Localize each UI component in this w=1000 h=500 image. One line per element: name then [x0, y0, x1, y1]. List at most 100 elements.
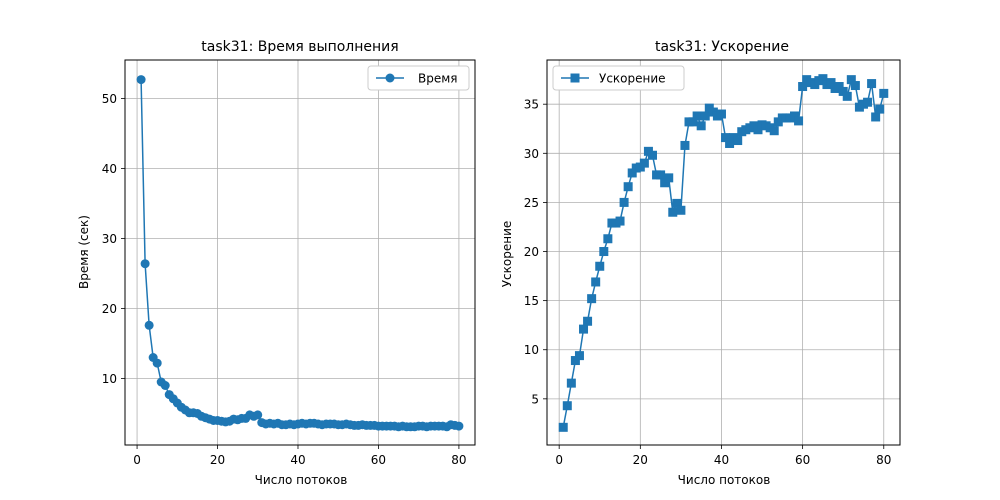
- speedup-data-point: [725, 138, 735, 148]
- speedup-data-point: [834, 82, 844, 92]
- speedup-data-point: [875, 104, 885, 114]
- speedup-data-point: [692, 111, 702, 121]
- speedup-data-point: [599, 247, 609, 257]
- speedup-data-point: [753, 125, 763, 135]
- time-data-point: [140, 259, 150, 269]
- time-xtick-label: 40: [290, 453, 305, 467]
- speedup-data-point: [680, 140, 690, 150]
- speedup-chart-xlabel: Число потоков: [678, 473, 771, 487]
- speedup-data-point: [579, 324, 589, 334]
- speedup-ytick-label: 10: [524, 343, 539, 357]
- time-ytick-label: 50: [102, 92, 117, 106]
- speedup-xtick-label: 40: [714, 453, 729, 467]
- speedup-xtick-label: 0: [555, 453, 563, 467]
- speedup-ytick-label: 25: [524, 196, 539, 210]
- speedup-data-point: [863, 97, 873, 107]
- speedup-data-point: [647, 150, 657, 160]
- time-ytick-label: 30: [102, 232, 117, 246]
- time-data-point: [144, 320, 154, 330]
- speedup-data-point: [879, 88, 889, 98]
- speedup-xtick-label: 60: [795, 453, 810, 467]
- speedup-series: [558, 74, 889, 432]
- speedup-chart-legend: Ускорение: [552, 65, 685, 91]
- speedup-data-point: [850, 81, 860, 91]
- time-ytick-label: 40: [102, 162, 117, 176]
- speedup-data-point: [615, 216, 625, 226]
- speedup-xtick-label: 20: [633, 453, 648, 467]
- speedup-chart-frame: [546, 59, 901, 446]
- speedup-data-point: [595, 261, 605, 271]
- time-legend-box: [367, 65, 470, 91]
- speedup-data-point: [818, 74, 828, 84]
- time-data-point: [136, 75, 146, 85]
- speedup-chart: task31: Ускорение 0 20 40 60 80 5 10 15 20 25 30 35…: [500, 39, 901, 487]
- time-chart-title: task31: Время выполнения: [201, 39, 398, 55]
- speedup-data-point: [798, 82, 808, 92]
- speedup-data-point: [619, 197, 629, 207]
- speedup-data-point: [838, 86, 848, 96]
- speedup-data-point: [583, 316, 593, 326]
- speedup-data-point: [794, 116, 804, 126]
- speedup-chart-grid: [547, 60, 900, 445]
- speedup-data-point: [664, 173, 674, 183]
- speedup-data-point: [587, 294, 597, 304]
- time-chart-grid: [125, 60, 475, 445]
- speedup-data-point: [574, 351, 584, 361]
- time-xtick-label: 60: [371, 453, 386, 467]
- speedup-data-point: [846, 75, 856, 85]
- time-xtick-label: 20: [210, 453, 225, 467]
- speedup-data-point: [566, 378, 576, 388]
- time-legend-label: Время: [418, 72, 458, 86]
- speedup-data-point: [696, 121, 706, 131]
- speedup-ytick-label: 35: [524, 98, 539, 112]
- speedup-data-point: [867, 79, 877, 89]
- time-data-point: [160, 381, 170, 390]
- speedup-chart-ticks: 0 20 40 60 80 5 10 15 20 25 30 35: [524, 98, 892, 467]
- speedup-xtick-label: 80: [876, 453, 891, 467]
- speedup-ytick-label: 30: [524, 147, 539, 161]
- speedup-data-point: [570, 356, 580, 366]
- speedup-data-point: [558, 422, 568, 432]
- speedup-data-point: [733, 136, 743, 146]
- time-data-point: [152, 358, 162, 368]
- speedup-data-point: [656, 170, 666, 180]
- speedup-ytick-label: 15: [524, 294, 539, 308]
- speedup-data-point: [627, 168, 637, 178]
- speedup-data-point: [871, 112, 881, 122]
- time-xtick-label: 0: [133, 453, 141, 467]
- speedup-data-point: [790, 111, 800, 121]
- speedup-data-point: [562, 401, 572, 411]
- speedup-data-point: [700, 111, 710, 121]
- time-ytick-label: 20: [102, 302, 117, 316]
- speedup-chart-title: task31: Ускорение: [655, 39, 789, 55]
- speedup-legend-box: [552, 65, 685, 91]
- speedup-data-point: [660, 178, 670, 188]
- time-chart-legend: Время: [367, 65, 470, 91]
- speedup-data-point: [842, 91, 852, 101]
- time-chart-frame: [124, 59, 476, 446]
- time-xtick-label: 80: [451, 453, 466, 467]
- speedup-data-point: [668, 207, 678, 217]
- speedup-data-point: [623, 182, 633, 192]
- speedup-ytick-label: 5: [531, 392, 539, 406]
- time-series: [136, 75, 464, 432]
- time-chart: task31: Время выполнения 0 20 40 60 80 10 20 30…: [77, 39, 476, 487]
- speedup-legend-marker: [570, 73, 580, 83]
- time-data-point: [454, 421, 464, 431]
- speedup-data-point: [591, 277, 601, 287]
- time-ytick-label: 10: [102, 372, 117, 386]
- time-chart-xlabel: Число потоков: [255, 473, 348, 487]
- time-legend-marker: [385, 73, 395, 83]
- speedup-data-point: [826, 78, 836, 88]
- time-chart-ticks: 0 20 40 60 80 10 20 30 40 50: [102, 92, 467, 467]
- time-chart-ylabel: Время (сек): [77, 215, 91, 289]
- speedup-data-point: [721, 133, 731, 143]
- speedup-data-point: [672, 198, 682, 208]
- speedup-data-point: [676, 205, 686, 215]
- speedup-data-point: [688, 117, 698, 127]
- speedup-data-point: [716, 109, 726, 119]
- speedup-chart-ylabel: Ускорение: [500, 221, 514, 288]
- time-data-point: [253, 410, 263, 420]
- speedup-ytick-label: 20: [524, 245, 539, 259]
